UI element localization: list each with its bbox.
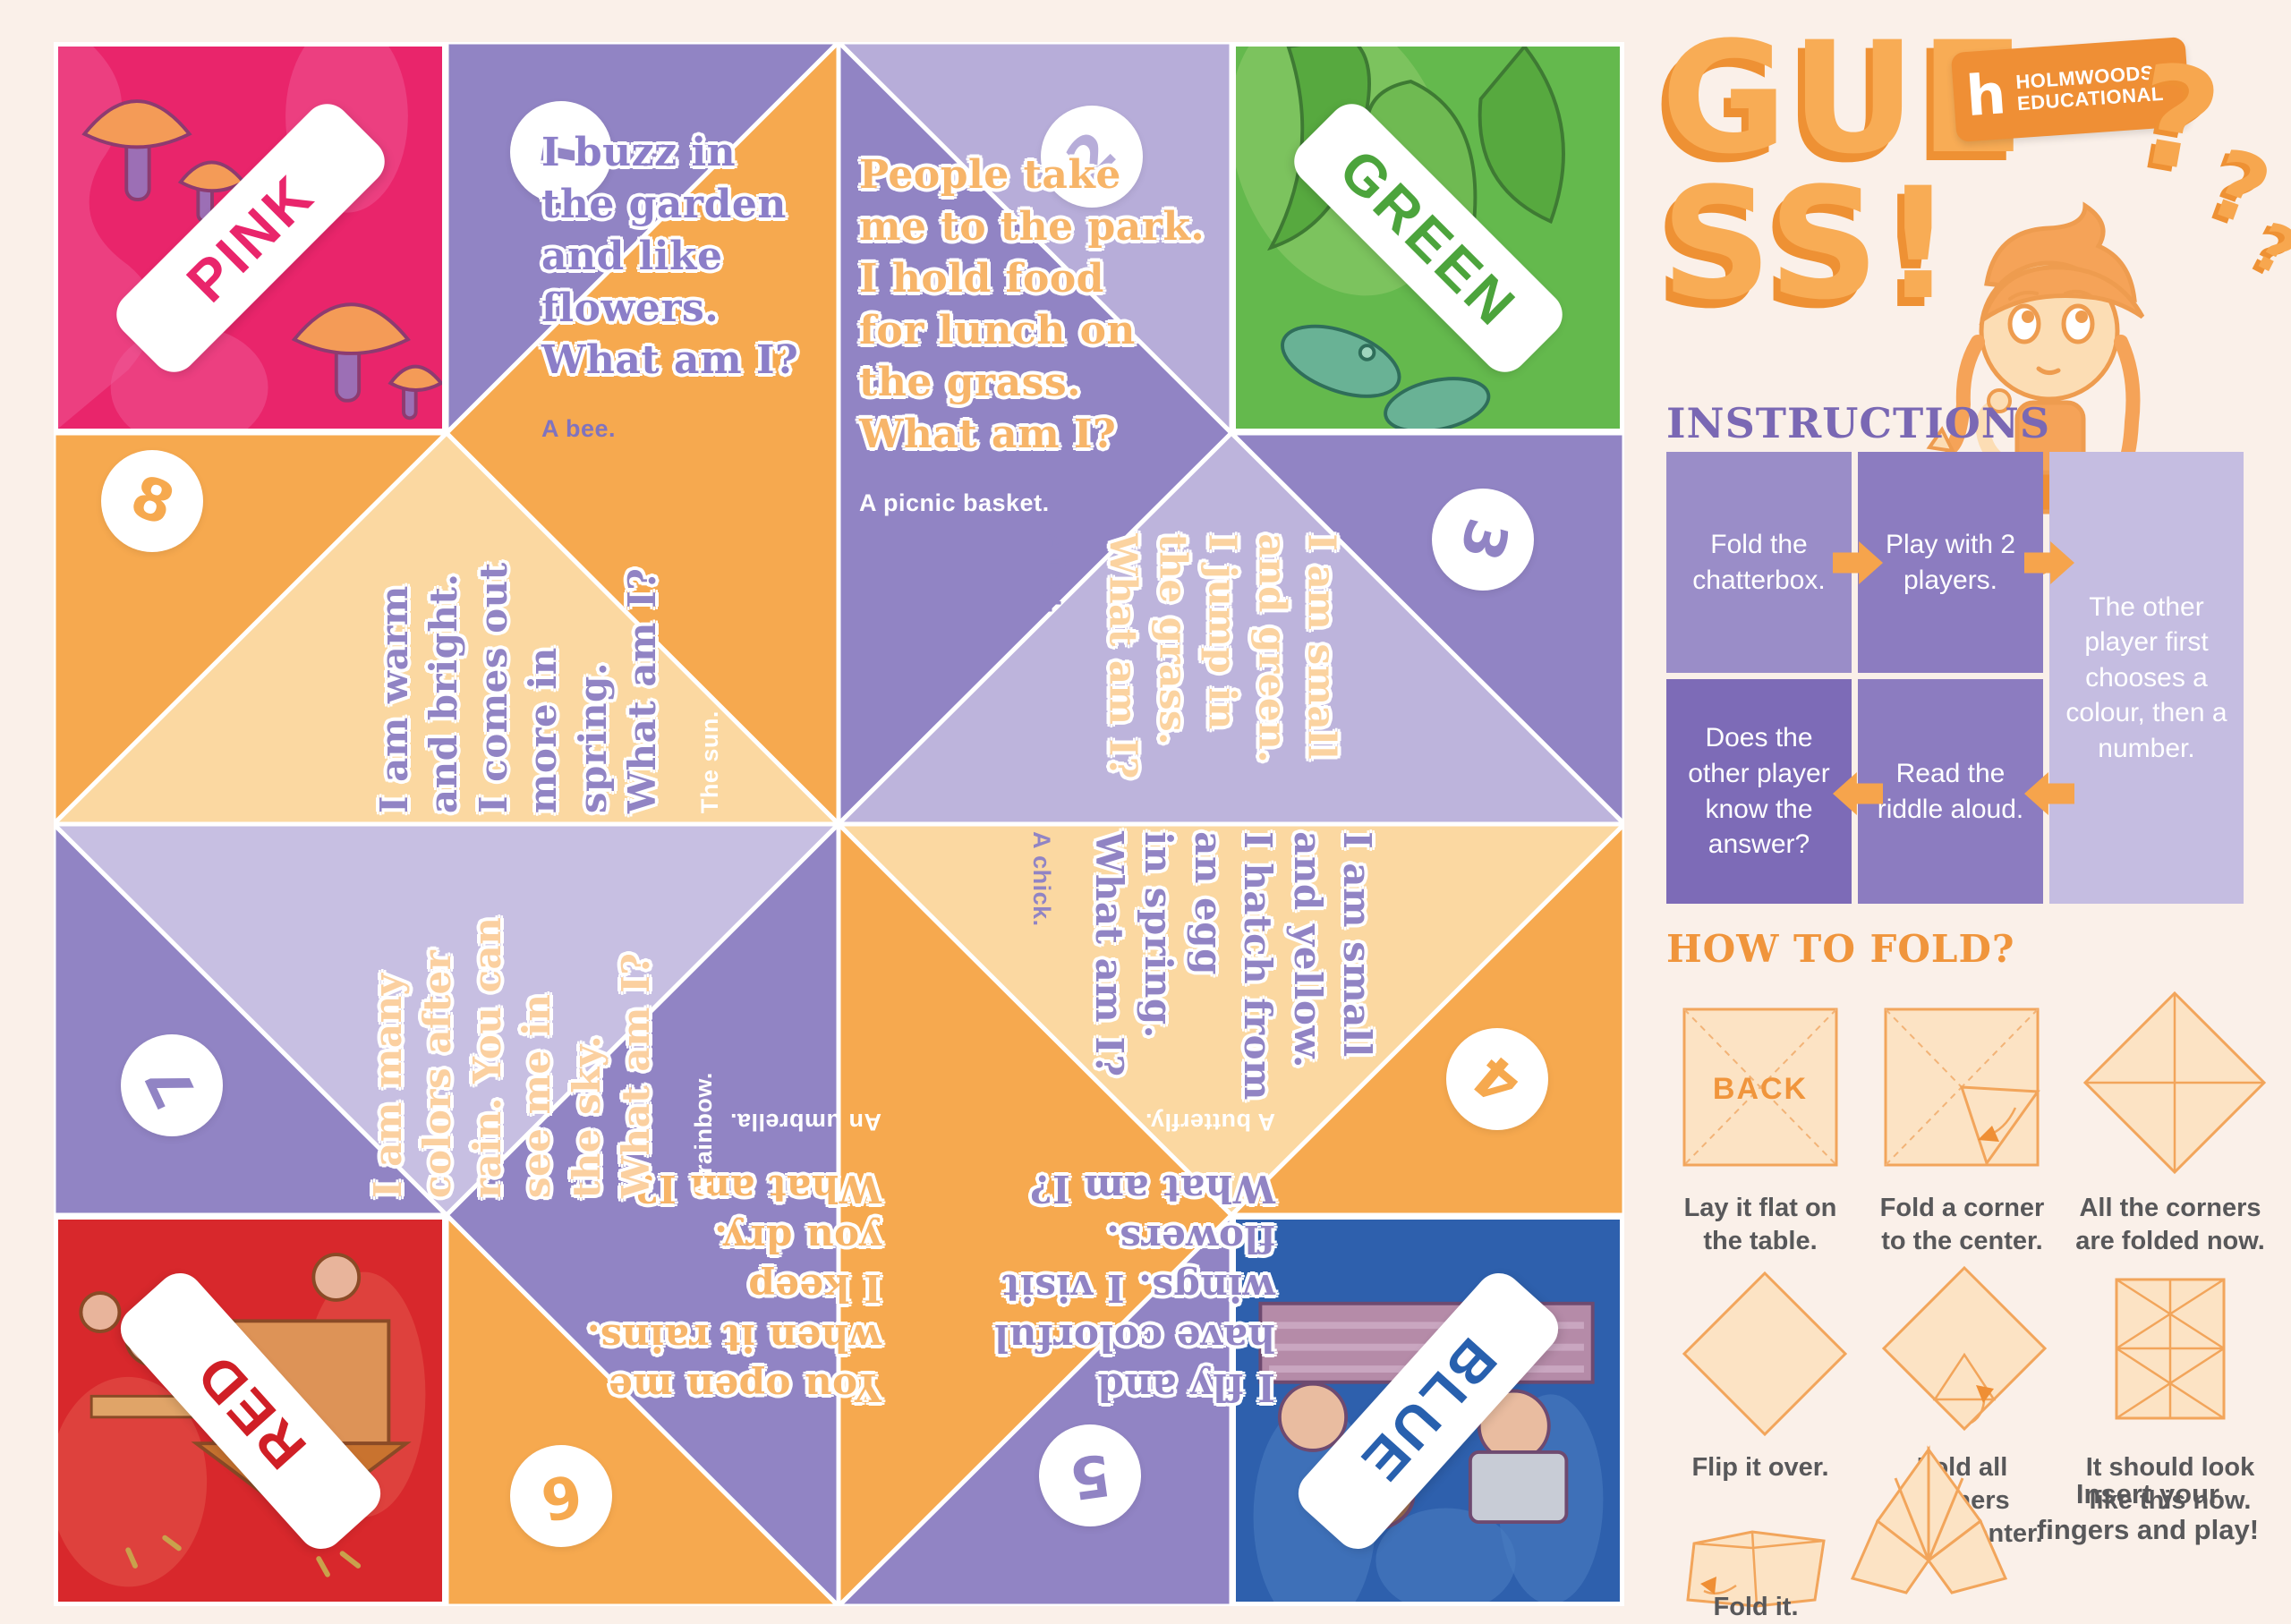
fold-step-7-caption: Fold it. — [1713, 1593, 1799, 1621]
fold-step-3-caption: All the corners are folded now. — [2075, 1194, 2265, 1256]
fold-step-2-diagram — [1881, 1002, 2042, 1177]
number-1[interactable]: 1 — [510, 101, 612, 203]
fold-step-7-diagram — [1681, 1521, 1833, 1620]
riddle-bee: I buzz in the garden and like flowers. W… — [541, 127, 846, 446]
riddle-picnic-basket-answer: A picnic basket. — [859, 489, 1050, 517]
corner-red[interactable]: RED — [54, 1215, 447, 1606]
number-2[interactable]: 2 — [1041, 106, 1143, 208]
riddle-picnic-basket: People take me to the park. I hold food … — [859, 149, 1217, 520]
riddle-chick-text: I am small and yellow. I hatch from an e… — [1086, 831, 1380, 1101]
number-5[interactable]: 5 — [1039, 1424, 1141, 1526]
chatterbox-triangle-grid — [54, 42, 1624, 1606]
riddle-rainbow-answer: A rainbow. — [689, 1072, 717, 1199]
instruction-step-3: The other player first chooses a colour,… — [2049, 452, 2244, 904]
fold-step-4-caption: Flip it over. — [1691, 1453, 1829, 1482]
holmwoods-h-icon: h — [1963, 61, 2008, 130]
fold-step-4-diagram — [1680, 1269, 1850, 1443]
back-label: BACK — [1713, 1072, 1808, 1106]
fold-step-2-caption: Fold a corner to the center. — [1879, 1194, 2045, 1256]
instruction-step-2: Play with 2 players. — [1858, 452, 2043, 673]
riddle-bee-text: I buzz in the garden and like flowers. W… — [541, 130, 799, 384]
riddle-frog: I am small and green. I jump in the gras… — [1040, 533, 1347, 838]
page-title: GUE SS! — [1661, 21, 2162, 335]
chatterbox-board: PINK GREEN — [54, 42, 1624, 1606]
riddle-frog-text: I am small and green. I jump in the gras… — [1101, 533, 1344, 779]
fold-step-6-diagram — [2112, 1275, 2228, 1427]
riddle-sun-answer: The sun. — [695, 710, 723, 814]
fold-step-1-diagram: BACK — [1680, 1002, 1841, 1177]
riddle-picnic-basket-text: People take me to the park. I hold food … — [859, 152, 1205, 458]
fold-step-6-caption: It should look like this now. — [2085, 1453, 2255, 1516]
riddle-butterfly: I fly and have colorful wings. I visit f… — [935, 1105, 1275, 1412]
instruction-step-4: Read the riddle aloud. — [1858, 679, 2043, 904]
riddle-sun-text: I am warm and bright. I comes out more i… — [371, 562, 665, 814]
instruction-step-1: Fold the chatterbox. — [1666, 452, 1852, 673]
corner-pink[interactable]: PINK — [54, 42, 447, 433]
fold-step-1-caption: Lay it flat on the table. — [1683, 1194, 1837, 1256]
instruction-step-5: Does the other player know the answer? — [1666, 679, 1852, 904]
corner-blue[interactable]: BLUE — [1231, 1215, 1624, 1606]
fold-step-8-diagram — [1842, 1442, 2016, 1621]
number-3[interactable]: 3 — [1432, 489, 1534, 591]
corner-green[interactable]: GREEN — [1231, 42, 1624, 433]
riddle-rainbow-text: I am many colors after rain. You can see… — [365, 916, 659, 1199]
riddle-frog-answer: A frog. — [1043, 533, 1070, 614]
fold-step-8-caption: Insert your fingers and play! — [2036, 1478, 2260, 1545]
number-8[interactable]: 8 — [101, 450, 203, 552]
number-7[interactable]: 7 — [121, 1034, 223, 1136]
number-4[interactable]: 4 — [1446, 1028, 1548, 1130]
how-to-fold-heading: HOW TO FOLD? — [1666, 927, 2015, 971]
riddle-butterfly-text: I fly and have colorful wings. I visit f… — [993, 1167, 1275, 1409]
riddle-umbrella-text: You open me when it rains. I keep you dr… — [586, 1167, 881, 1409]
riddle-butterfly-answer: A butterfly. — [1145, 1108, 1276, 1135]
riddle-rainbow: I am many colors after rain. You can see… — [363, 858, 720, 1198]
number-6[interactable]: 6 — [510, 1445, 612, 1547]
title-line-2: SS! — [1661, 154, 1957, 335]
instructions-heading: INSTRUCTIONS — [1666, 399, 2051, 447]
riddle-bee-answer: A bee. — [541, 415, 617, 443]
instructions-grid: Fold the chatterbox. Play with 2 players… — [1666, 452, 2244, 904]
fold-step-5-diagram — [1879, 1263, 2049, 1447]
riddle-sun: I am warm and bright. I comes out more i… — [370, 491, 726, 813]
fold-step-3-diagram — [2081, 989, 2269, 1181]
